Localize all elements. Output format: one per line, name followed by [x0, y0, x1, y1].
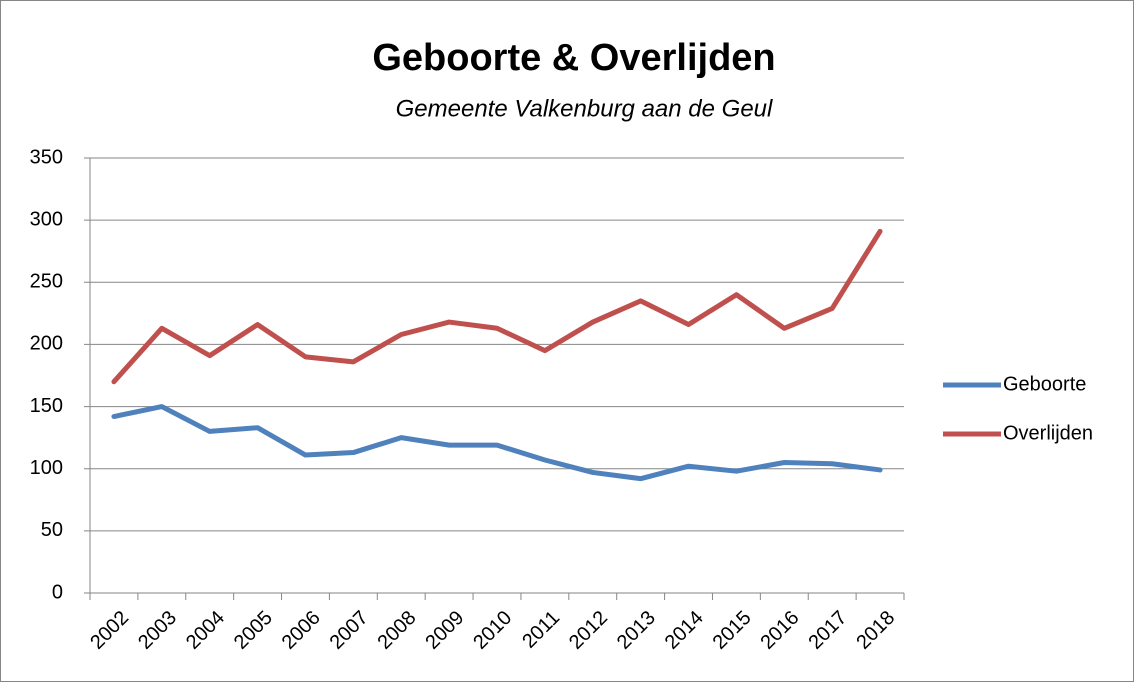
y-tick-label: 50 [41, 519, 63, 541]
chart-subtitle: Gemeente Valkenburg aan de Geul [396, 95, 773, 122]
y-tick-label: 350 [30, 146, 63, 168]
y-tick-label: 0 [52, 581, 63, 603]
series-line [111, 404, 883, 482]
y-tick-label: 200 [30, 333, 63, 355]
y-tick-label: 300 [30, 208, 63, 230]
y-tick-label: 100 [30, 457, 63, 479]
y-tick-label: 250 [30, 271, 63, 293]
legend-label: Geboorte [1003, 373, 1086, 395]
series-line [111, 228, 883, 385]
y-tick-label: 150 [30, 395, 63, 417]
legend-label: Overlijden [1003, 422, 1093, 444]
chart-title: Geboorte & Overlijden [372, 37, 775, 79]
